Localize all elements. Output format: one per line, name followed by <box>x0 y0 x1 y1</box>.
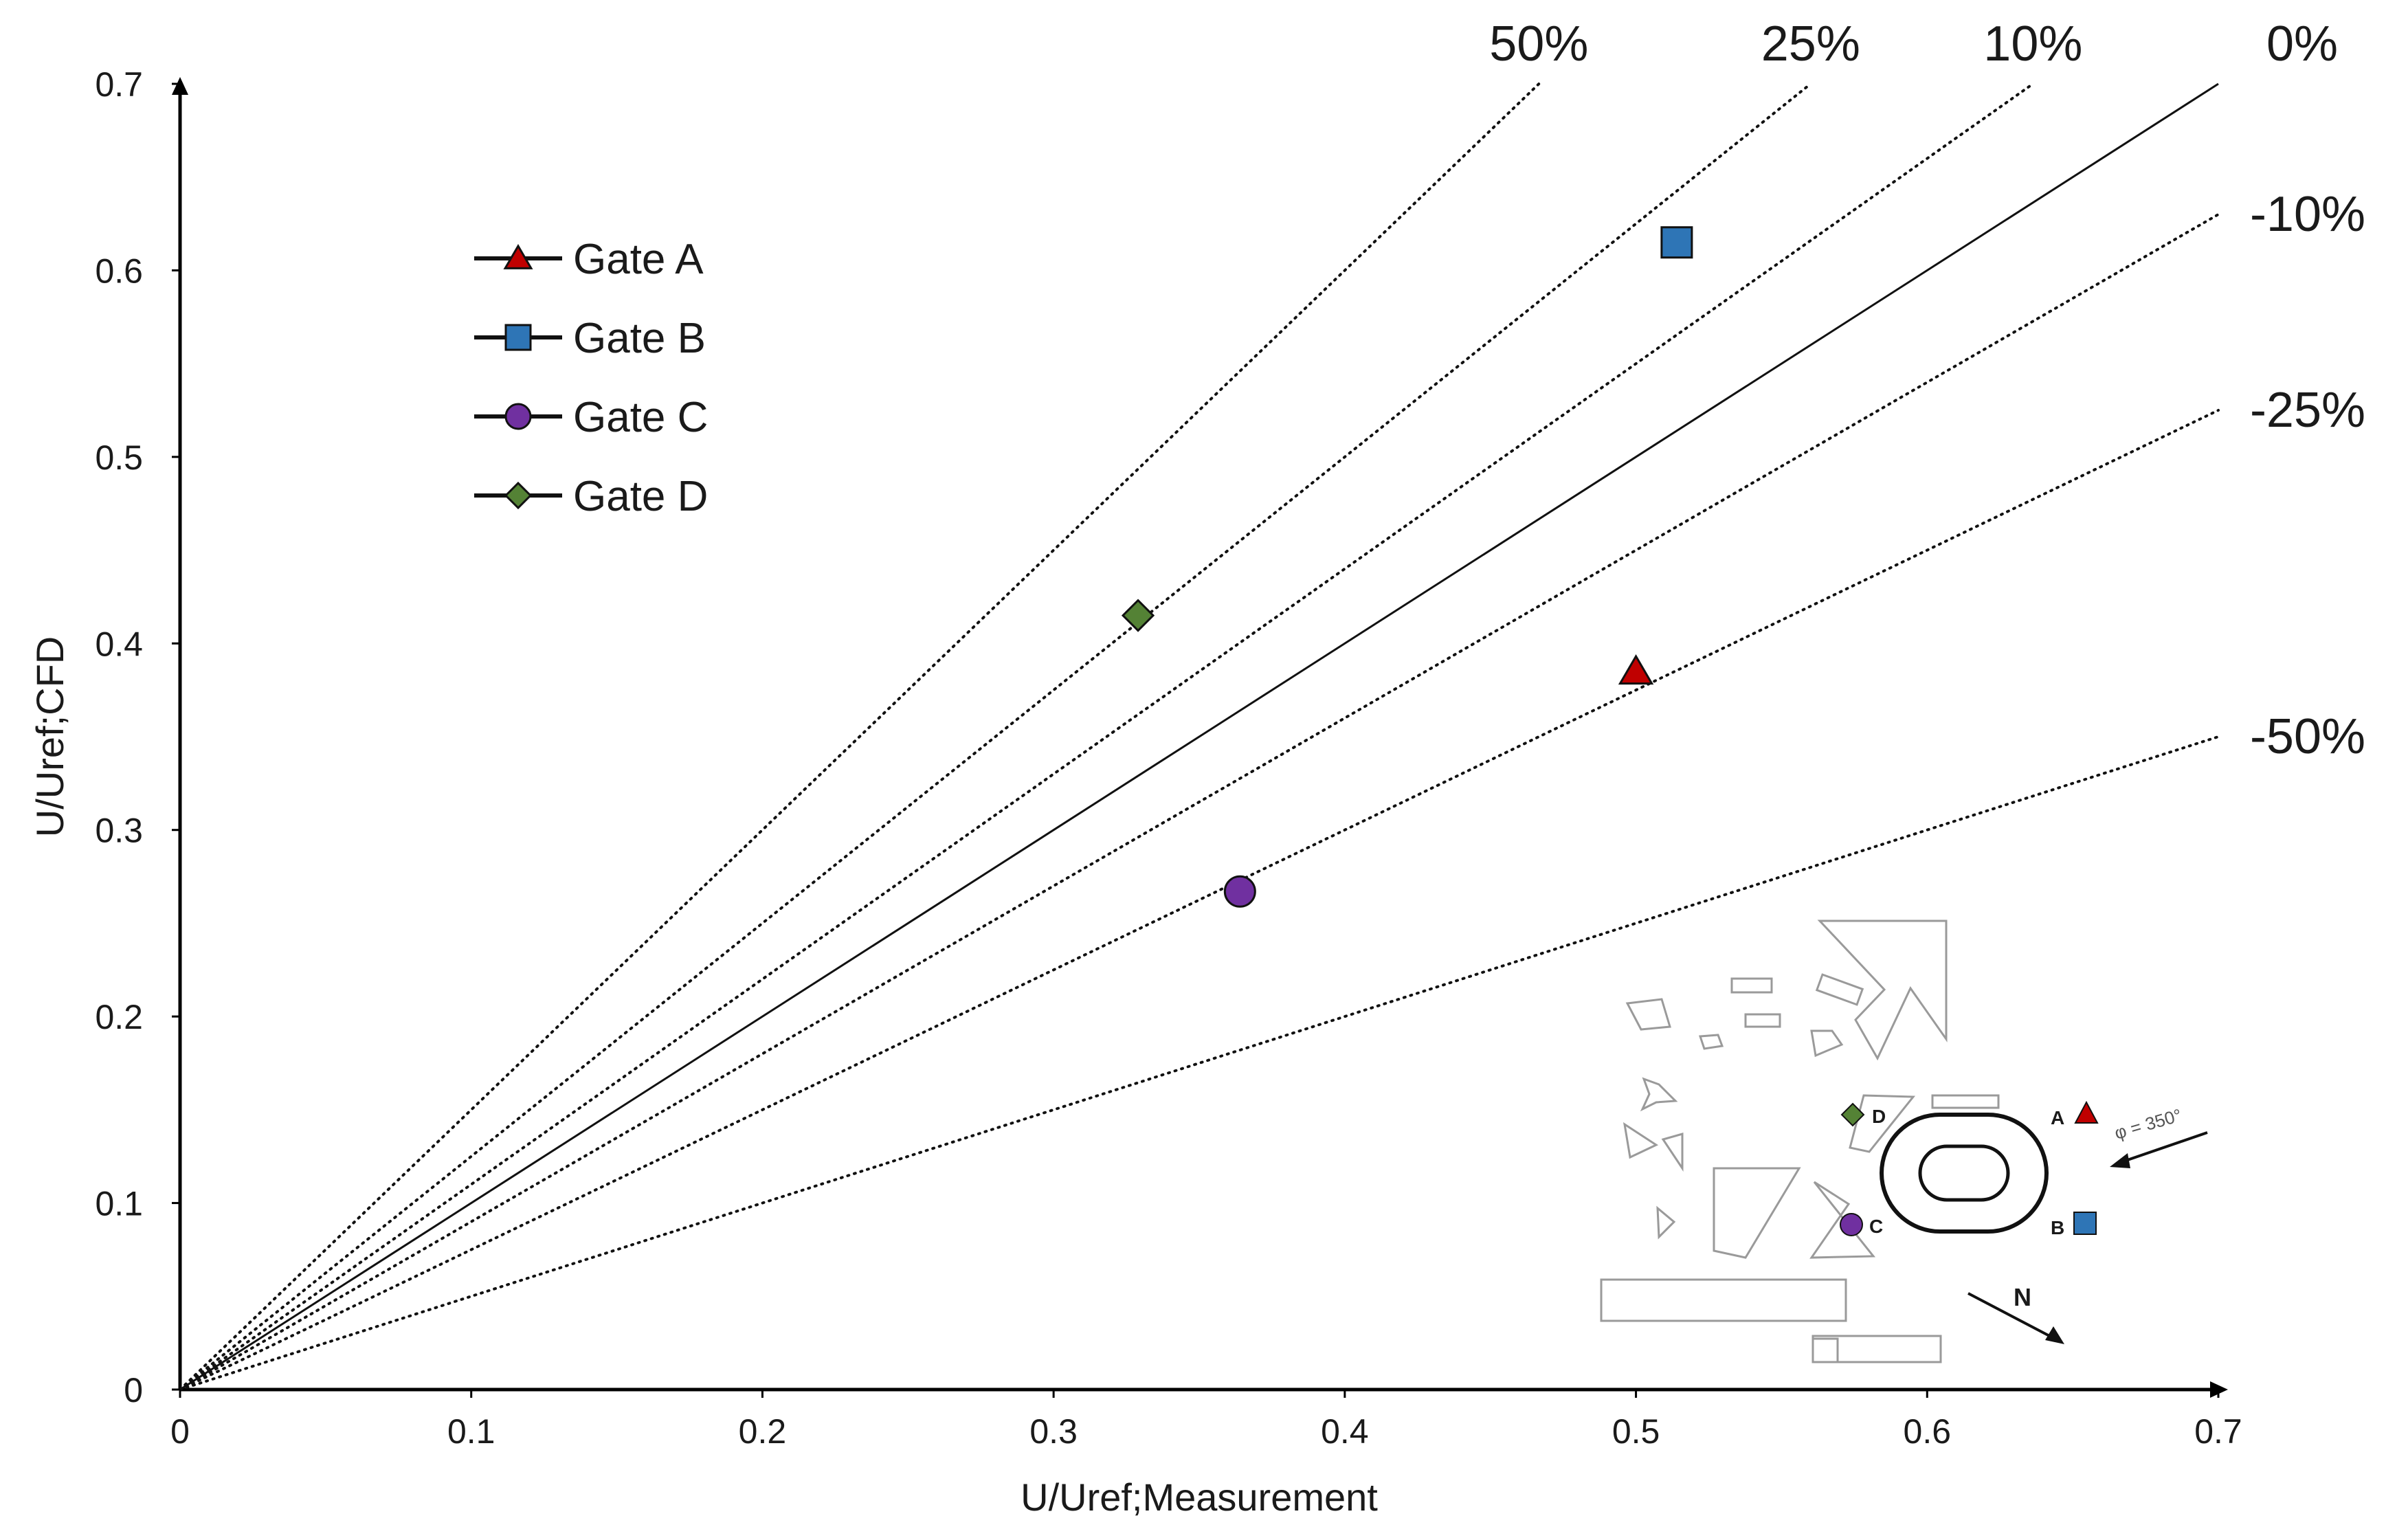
inset-building-triangle-2 <box>1661 1133 1684 1172</box>
inset-marker-b <box>2073 1212 2097 1235</box>
x-axis-title: U/Uref;Measurement <box>1021 1475 1378 1519</box>
y-tick-label: 0.2 <box>95 998 143 1036</box>
inset-building-triangle-3 <box>1656 1205 1676 1240</box>
x-tick-label: 0.2 <box>739 1412 787 1451</box>
inset-building-triangle-1 <box>1623 1122 1659 1159</box>
y-tick-label: 0 <box>124 1371 143 1409</box>
reference-line-label: 0% <box>2266 16 2338 71</box>
inset-wind-arrow-head <box>2110 1153 2130 1168</box>
legend: Gate A Gate B Gate C Gate D <box>474 236 708 520</box>
x-tick-label: 0.5 <box>1612 1412 1660 1451</box>
data-point-gate-c <box>1223 875 1256 908</box>
reference-line-label: -50% <box>2250 709 2365 764</box>
reference-lines <box>179 82 2220 1391</box>
reference-line <box>179 409 2220 1391</box>
inset-building-small-1 <box>1625 998 1671 1031</box>
y-tick-label: 0.1 <box>95 1185 143 1223</box>
data-point-gate-a <box>1618 654 1654 685</box>
legend-label: Gate B <box>573 315 706 362</box>
y-tick-label: 0.4 <box>95 625 143 663</box>
inset-marker-c <box>1840 1213 1863 1236</box>
reference-line-label: -25% <box>2250 383 2365 438</box>
inset-label-wind-angle: φ = 350° <box>2112 1104 2184 1143</box>
y-ticks: 0 0.1 0.2 0.3 0.4 0.5 0.6 0.7 <box>95 65 180 1409</box>
inset-marker-a <box>2074 1100 2099 1124</box>
inset-building-long-1 <box>1600 1278 1847 1322</box>
y-tick-label: 0.5 <box>95 438 143 477</box>
reference-line-label: -10% <box>2250 187 2365 242</box>
y-axis-title: U/Uref;CFD <box>28 636 71 837</box>
inset-building-long-3 <box>1811 1337 1839 1363</box>
reference-line <box>179 213 2220 1391</box>
inset-building-long-2 <box>1811 1335 1942 1363</box>
inset-building-large-arrow <box>1817 920 1948 1061</box>
inset-north-arrow-head <box>2045 1326 2064 1344</box>
y-tick-label: 0.7 <box>95 65 143 104</box>
reference-line-labels: 50% 25% 10% 0% -10% -25% -50% <box>1489 16 2365 764</box>
reference-line-label: 10% <box>1983 16 2082 71</box>
inset-building-small-7 <box>1640 1077 1678 1112</box>
reference-line <box>179 735 2220 1391</box>
data-point-gate-b <box>1660 226 1693 259</box>
inset-building-strip <box>1849 1094 1916 1153</box>
inset-stadium-outer <box>1880 1113 2049 1234</box>
inset-wind-arrow-line <box>2119 1131 2208 1164</box>
legend-marker <box>503 244 533 269</box>
inset-building-small-5 <box>1810 1029 1844 1058</box>
inset-label-b: B <box>2051 1217 2064 1238</box>
y-tick-label: 0.3 <box>95 812 143 850</box>
reference-line <box>179 82 1541 1391</box>
inset-label-north: N <box>2014 1283 2031 1311</box>
legend-marker <box>504 324 532 351</box>
x-tick-label: 0.4 <box>1321 1412 1369 1451</box>
reference-line <box>179 82 1812 1391</box>
x-tick-label: 0.6 <box>1904 1412 1952 1451</box>
reference-line-label: 50% <box>1489 16 1588 71</box>
inset-building-small-4 <box>1815 973 1864 1006</box>
x-tick-label: 0.3 <box>1029 1412 1078 1451</box>
inset-label-d: D <box>1872 1106 1886 1127</box>
data-points <box>1121 226 1693 908</box>
inset-label-a: A <box>2051 1107 2064 1128</box>
y-axis-arrow <box>172 77 188 95</box>
legend-label: Gate A <box>573 236 704 283</box>
reference-line-label: 25% <box>1761 16 1860 71</box>
inset-building-small-2 <box>1730 977 1773 994</box>
inset-stadium-inner <box>1918 1144 2010 1202</box>
x-tick-label: 0.1 <box>447 1412 495 1451</box>
legend-label: Gate C <box>573 394 708 441</box>
legend-marker <box>504 481 533 510</box>
legend-marker <box>504 403 532 430</box>
y-tick-label: 0.6 <box>95 252 143 290</box>
inset-building-trapezoid <box>1713 1167 1801 1259</box>
reference-line <box>179 82 2219 1391</box>
reference-line <box>179 82 2035 1391</box>
x-ticks: 0 0.1 0.2 0.3 0.4 0.5 0.6 0.7 <box>170 1390 2242 1451</box>
x-tick-label: 0 <box>170 1412 190 1451</box>
inset-building-top-bar <box>1931 1094 2000 1109</box>
inset-north-arrow-line <box>1967 1292 2055 1340</box>
data-point-gate-d <box>1121 599 1155 632</box>
inset-building-small-6 <box>1698 1034 1724 1050</box>
inset-label-c: C <box>1869 1216 1883 1237</box>
site-map-inset: A B C D N φ = 350° <box>1600 920 2208 1363</box>
x-tick-label: 0.7 <box>2194 1412 2242 1451</box>
inset-marker-d <box>1840 1102 1865 1127</box>
legend-label: Gate D <box>573 473 708 520</box>
inset-building-small-3 <box>1744 1013 1781 1028</box>
